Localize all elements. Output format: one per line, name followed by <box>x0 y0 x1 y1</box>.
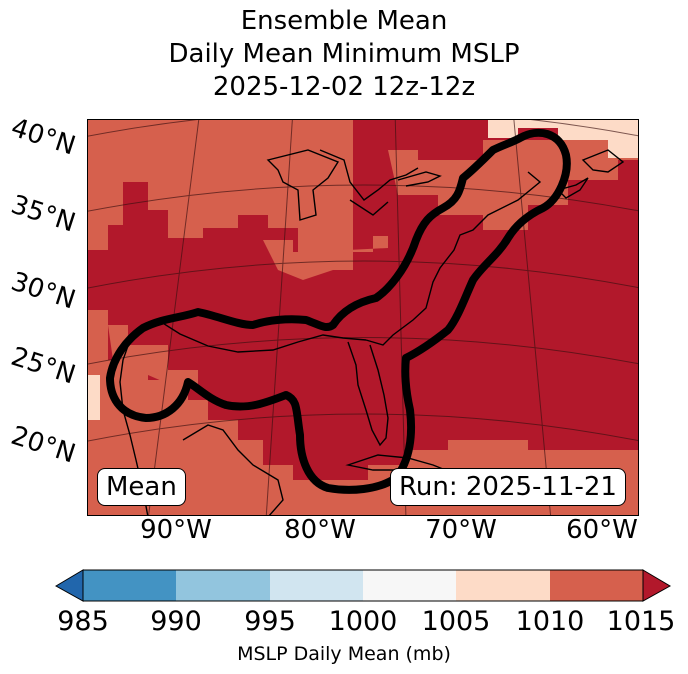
colorbar <box>54 569 672 602</box>
parallel-35n <box>88 184 638 212</box>
parallel-40n <box>88 120 638 137</box>
colorbar-tick-990: 990 <box>150 606 202 637</box>
colorbar-bin-1005-1010 <box>456 570 550 601</box>
colorbar-tick-995: 995 <box>244 606 296 637</box>
coastline-yucatan <box>182 424 284 515</box>
colorbar-bin-985-990 <box>83 570 176 601</box>
colorbar-tick-1000: 1000 <box>328 606 398 637</box>
meridian-60w <box>513 120 552 515</box>
lat-label-20n: 20°N <box>7 420 79 470</box>
map-canvas <box>88 120 638 515</box>
colorbar-tick-1015: 1015 <box>606 606 676 637</box>
parallel-30n <box>88 260 638 289</box>
colorbar-tick-1005: 1005 <box>421 606 491 637</box>
title-line-3: 2025-12-02 12z-12z <box>212 72 476 102</box>
colorbar-bin-995-1000 <box>270 570 363 601</box>
coastline-nova-scotia <box>556 149 625 199</box>
colorbar-bin-990-995 <box>176 570 270 601</box>
colorbar-label: MSLP Daily Mean (mb) <box>237 643 451 665</box>
lon-label-90w: 90°W <box>140 515 212 545</box>
meridian-80w <box>265 120 293 515</box>
shade-1010-1015-west <box>88 120 353 270</box>
shade-1005-1010-west-edge <box>88 375 100 420</box>
mean-label-box: Mean <box>97 468 186 506</box>
title-line-2: Daily Mean Minimum MSLP <box>168 39 520 69</box>
coastline-great-lakes <box>266 149 442 221</box>
lon-label-60w: 60°W <box>566 515 638 545</box>
title-line-1: Ensemble Mean <box>240 6 448 36</box>
shade-1010-1015-wedge <box>108 325 198 388</box>
lat-label-35n: 35°N <box>7 189 79 239</box>
shade-1010-1015-gulf-west <box>88 310 333 515</box>
colorbar-bin-1000-1005 <box>363 570 456 601</box>
lat-label-40n: 40°N <box>7 112 79 162</box>
contour-1015-mb <box>106 128 571 494</box>
parallel-25n <box>88 337 638 365</box>
coastline-us-east <box>365 171 542 346</box>
shade-1010-1015-ohio <box>263 236 388 280</box>
lon-label-80w: 80°W <box>284 515 356 545</box>
colorbar-extend-low <box>54 569 84 602</box>
lat-label-25n: 25°N <box>7 341 79 391</box>
colorbar-bin-1010-1015 <box>550 570 643 601</box>
map-panel: Mean Run: 2025-11-21 <box>87 119 639 516</box>
colorbar-tick-985: 985 <box>57 606 109 637</box>
coastline-florida <box>347 341 389 447</box>
colorbar-tick-1010: 1010 <box>515 606 585 637</box>
colorbar-extend-high <box>642 569 672 602</box>
lat-label-30n: 30°N <box>7 266 79 316</box>
lon-label-70w: 70°W <box>425 515 497 545</box>
run-date-box: Run: 2025-11-21 <box>390 468 626 506</box>
parallel-20n <box>88 413 638 442</box>
